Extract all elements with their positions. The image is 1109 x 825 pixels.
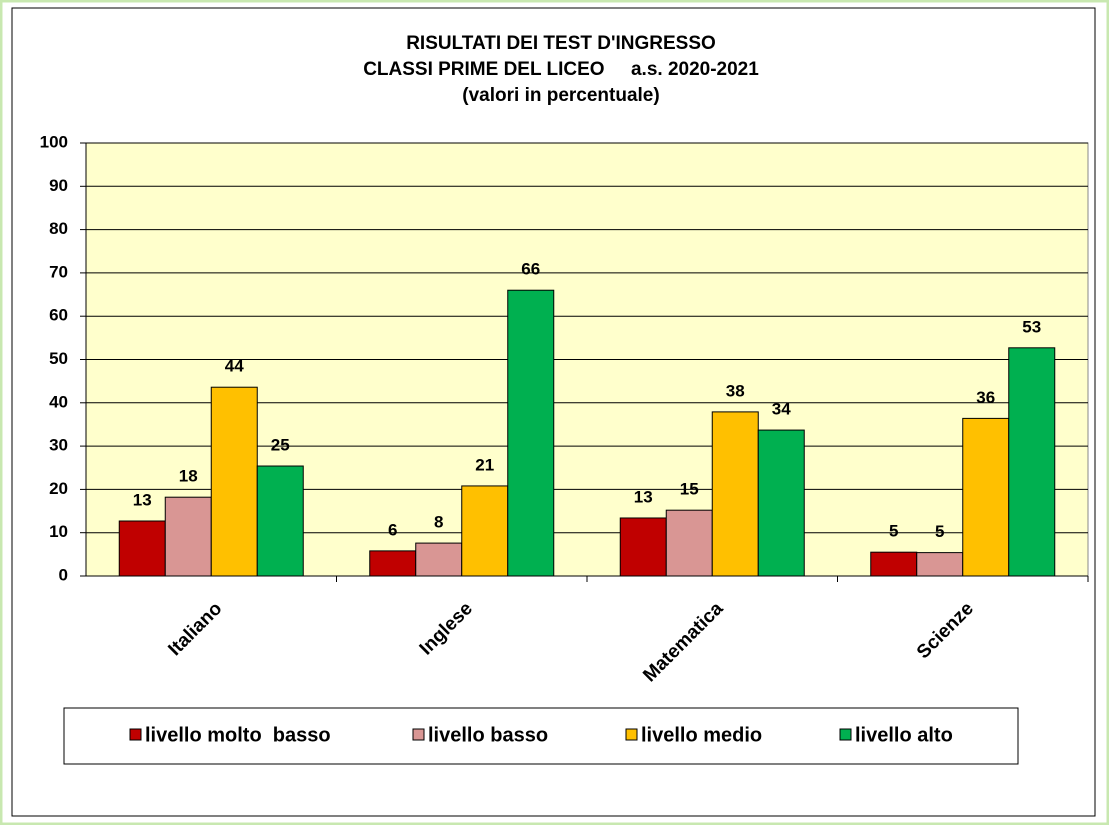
value-label: 25 bbox=[271, 436, 290, 455]
bar bbox=[1008, 347, 1056, 577]
legend-swatch bbox=[625, 728, 638, 741]
value-label: 66 bbox=[521, 260, 540, 279]
legend-box bbox=[63, 707, 1019, 765]
y-tick-label: 40 bbox=[49, 392, 68, 411]
y-tick-label: 50 bbox=[49, 349, 68, 368]
value-label: 5 bbox=[935, 522, 944, 541]
value-label: 53 bbox=[1022, 317, 1041, 336]
value-label: 5 bbox=[889, 522, 898, 541]
bar bbox=[665, 509, 713, 577]
y-tick-label: 30 bbox=[49, 436, 68, 455]
y-tick-label: 80 bbox=[49, 219, 68, 238]
bar bbox=[415, 542, 463, 577]
bar bbox=[164, 496, 212, 577]
value-label: 44 bbox=[225, 357, 244, 376]
legend-label: livello molto basso bbox=[145, 724, 331, 746]
bar bbox=[962, 417, 1010, 577]
bar bbox=[507, 289, 555, 577]
value-label: 21 bbox=[475, 455, 494, 474]
bar bbox=[118, 520, 166, 577]
value-label: 8 bbox=[434, 513, 443, 532]
bar bbox=[711, 411, 759, 577]
y-tick-label: 0 bbox=[59, 565, 68, 584]
value-label: 15 bbox=[680, 480, 699, 499]
value-label: 13 bbox=[634, 487, 653, 506]
value-label: 6 bbox=[388, 520, 397, 539]
bar bbox=[461, 485, 509, 577]
bar bbox=[757, 429, 805, 577]
bar bbox=[916, 552, 964, 577]
bar bbox=[210, 386, 258, 577]
value-label: 34 bbox=[772, 400, 791, 419]
legend-label: livello basso bbox=[428, 724, 548, 746]
bar bbox=[369, 550, 417, 577]
bar bbox=[619, 517, 667, 577]
value-label: 38 bbox=[726, 381, 745, 400]
bar bbox=[870, 551, 918, 577]
y-tick-label: 100 bbox=[40, 132, 68, 151]
y-tick-label: 90 bbox=[49, 176, 68, 195]
value-label: 18 bbox=[179, 467, 198, 486]
legend-label: livello medio bbox=[641, 724, 762, 746]
legend-swatch bbox=[839, 728, 852, 741]
chart-title: RISULTATI DEI TEST D'INGRESSO bbox=[406, 33, 716, 54]
value-label: 13 bbox=[133, 490, 152, 509]
value-label: 36 bbox=[976, 388, 995, 407]
legend-swatch bbox=[129, 728, 142, 741]
y-tick-label: 60 bbox=[49, 306, 68, 325]
y-tick-label: 10 bbox=[49, 522, 68, 541]
y-tick-label: 20 bbox=[49, 479, 68, 498]
y-tick-label: 70 bbox=[49, 262, 68, 281]
chart-title: CLASSI PRIME DEL LICEO a.s. 2020-2021 bbox=[363, 59, 759, 80]
legend-label: livello alto bbox=[855, 724, 953, 746]
chart-title: (valori in percentuale) bbox=[462, 85, 659, 106]
bar bbox=[256, 465, 304, 577]
legend-swatch bbox=[412, 728, 425, 741]
